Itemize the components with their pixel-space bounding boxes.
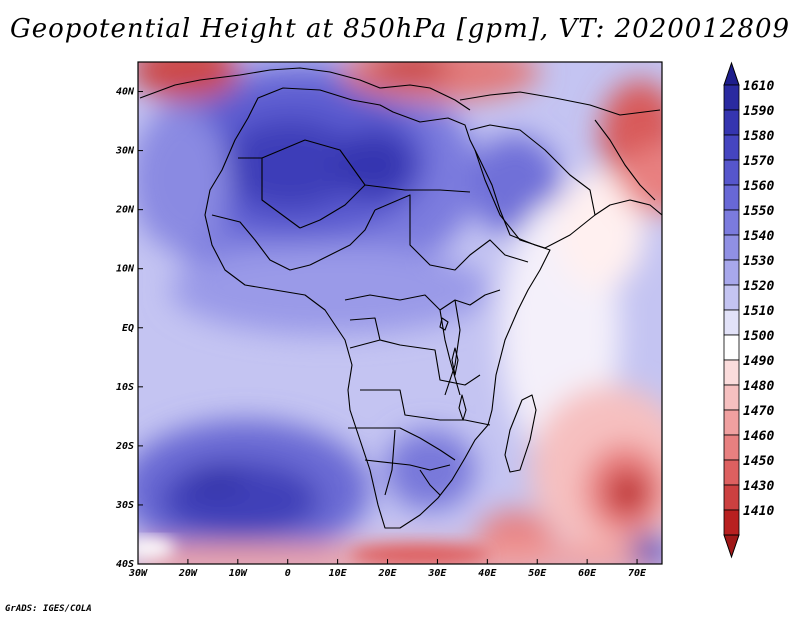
colorbar-label: 1470 — [743, 404, 774, 419]
x-tick-label: 10E — [329, 568, 348, 579]
colorbar-label: 1560 — [743, 179, 774, 194]
map-frame — [137, 61, 663, 565]
colorbar-label: 1460 — [743, 429, 774, 444]
colorbar-label: 1530 — [743, 254, 774, 269]
colorbar-label: 1590 — [743, 104, 774, 119]
colorbar-top-arrow — [723, 61, 740, 86]
colorbar-swatch — [723, 134, 740, 161]
colorbar-swatch — [723, 384, 740, 411]
colorbar-swatch — [723, 359, 740, 386]
colorbar-swatch — [723, 84, 740, 111]
colorbar-label: 1610 — [743, 79, 774, 94]
y-tick-label: 20N — [115, 205, 135, 216]
colorbar-label: 1510 — [743, 304, 774, 319]
y-tick-label: 40S — [116, 559, 134, 570]
y-tick-label: 10S — [116, 382, 134, 393]
colorbar-label: 1540 — [743, 229, 774, 244]
x-axis: 30W 20W 10W 0 10E 20E 30E 40E 50E 60E 70E — [128, 559, 647, 579]
y-tick-label: 10N — [116, 264, 135, 275]
x-tick-label: 30W — [128, 568, 148, 579]
y-tick-label: EQ — [122, 323, 134, 334]
y-tick-label: 40N — [116, 87, 135, 98]
y-axis: 40N 30N 20N 10N EQ 10S 20S 30S 40S — [115, 87, 143, 570]
colorbar-label: 1490 — [743, 354, 774, 369]
colorbar-swatch — [723, 159, 740, 186]
colorbar-swatch — [723, 109, 740, 136]
y-tick-label: 30S — [115, 500, 134, 511]
colorbar-label: 1570 — [743, 154, 774, 169]
x-tick-label: 40E — [478, 568, 497, 579]
colorbar-swatch — [723, 334, 740, 361]
x-tick-label: 70E — [628, 568, 647, 579]
colorbar-swatch — [723, 284, 740, 311]
country-boundaries — [139, 67, 662, 529]
colorbar-label: 1410 — [743, 504, 774, 519]
colorbar-label: 1430 — [743, 479, 774, 494]
madagascar — [504, 394, 537, 473]
credit-text: GrADS: IGES/COLA — [5, 604, 92, 614]
colorbar-label: 1480 — [743, 379, 774, 394]
colorbar-swatch — [723, 509, 740, 536]
x-tick-label: 30E — [427, 568, 447, 579]
x-tick-label: 10W — [229, 568, 248, 579]
x-tick-label: 60E — [578, 568, 597, 579]
colorbar-label: 1450 — [743, 454, 774, 469]
colorbar-swatch — [723, 259, 740, 286]
y-tick-label: 20S — [115, 441, 134, 452]
colorbar-swatch — [723, 434, 740, 461]
x-tick-label: 0 — [285, 568, 291, 579]
colorbar-label: 1520 — [743, 279, 774, 294]
colorbar-bottom-arrow — [723, 534, 740, 559]
colorbar-label: 1500 — [743, 329, 774, 344]
colorbar-swatch — [723, 234, 740, 261]
colorbar-swatch — [723, 459, 740, 486]
height-field — [138, 62, 662, 564]
colorbar-label: 1580 — [743, 129, 774, 144]
colorbar-swatch — [723, 309, 740, 336]
map-title: Geopotential Height at 850hPa [gpm], VT:… — [9, 14, 791, 44]
colorbar: 1610 1590 1580 1570 1560 1550 1540 1530 1520 1510… — [723, 61, 774, 559]
colorbar-swatch — [723, 484, 740, 511]
colorbar-swatch — [723, 209, 740, 236]
colorbar-label: 1550 — [743, 204, 774, 219]
colorbar-swatch — [723, 409, 740, 436]
x-tick-label: 50E — [528, 568, 547, 579]
africa-coastline — [204, 87, 551, 529]
x-tick-label: 20E — [377, 568, 397, 579]
y-tick-label: 30N — [115, 146, 135, 157]
x-tick-label: 20W — [178, 568, 198, 579]
colorbar-swatch — [723, 184, 740, 211]
